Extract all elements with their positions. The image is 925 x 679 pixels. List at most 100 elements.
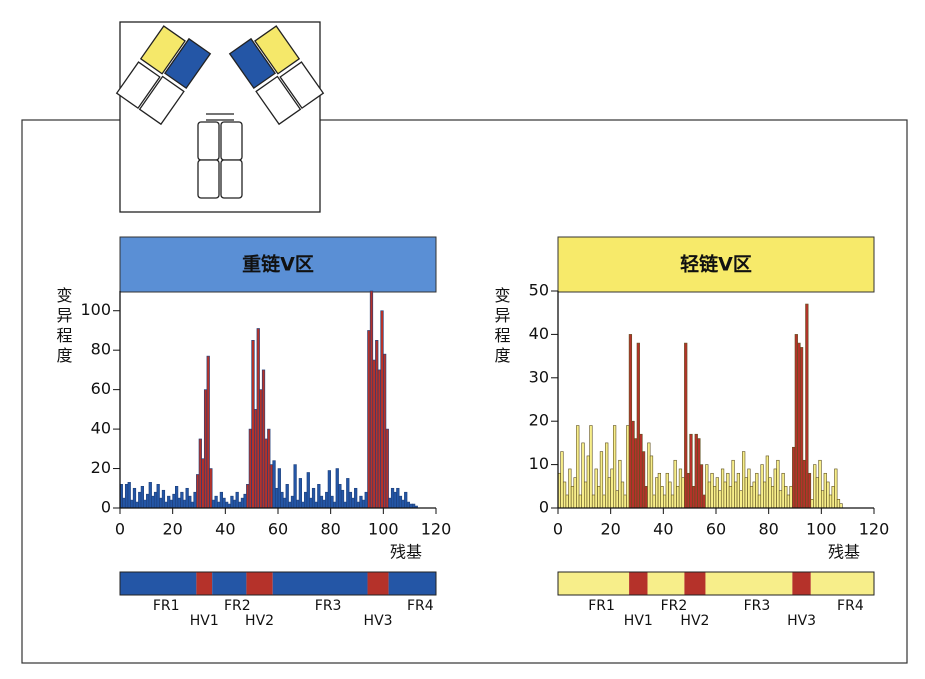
region-label: FR2 (661, 598, 688, 614)
bar (130, 499, 134, 509)
bar (678, 468, 683, 509)
antibody-diagram (115, 21, 325, 213)
x-tick-label: 120 (859, 520, 890, 539)
region-segment (792, 572, 811, 595)
bar (686, 472, 690, 509)
bar (151, 495, 155, 509)
bar (705, 464, 709, 509)
y-axis-title: 变异程度 (54, 287, 73, 367)
bar (731, 459, 735, 509)
bar (275, 487, 279, 509)
y-tick-label: 40 (529, 324, 549, 343)
bar (169, 499, 173, 509)
bar (325, 491, 329, 509)
region-segment (810, 572, 874, 595)
bar (230, 495, 234, 509)
bar (684, 342, 688, 509)
bar (209, 468, 213, 509)
bar (628, 334, 633, 509)
y-tick-label: 50 (529, 281, 549, 300)
bar (206, 355, 210, 509)
bar (578, 494, 582, 509)
region-label: HV3 (787, 613, 816, 629)
bar (256, 328, 260, 509)
bar (138, 491, 142, 509)
bar (691, 485, 696, 509)
bar (584, 481, 588, 509)
bar (309, 497, 313, 509)
bar (359, 495, 363, 509)
bar (203, 389, 208, 509)
bar (818, 459, 822, 509)
bar (591, 494, 596, 509)
region-label: FR1 (153, 598, 180, 614)
region-bar-outline (557, 571, 875, 596)
bar (668, 481, 672, 509)
bar (361, 499, 366, 509)
bar (240, 497, 245, 509)
region-segment (120, 572, 197, 595)
bar (311, 487, 316, 509)
panel-title: 重链V区 (242, 253, 314, 276)
bar (398, 495, 403, 509)
bar (188, 495, 192, 509)
region-segment (647, 572, 685, 595)
frame (21, 119, 908, 664)
x-tick-label: 80 (320, 520, 340, 539)
bar (225, 501, 229, 509)
bar (726, 472, 730, 509)
bar (406, 501, 410, 509)
y-tick-label: 0 (539, 498, 549, 517)
x-tick-label: 0 (553, 520, 563, 539)
bar (214, 495, 218, 509)
bar (570, 485, 575, 509)
bar (354, 487, 358, 509)
bar (673, 459, 677, 509)
bar (267, 428, 271, 509)
region-label: FR2 (224, 598, 251, 614)
bar (217, 501, 221, 509)
bar (776, 459, 780, 509)
bar (180, 491, 184, 509)
region-label: HV1 (624, 613, 653, 629)
bar (581, 442, 585, 509)
bar (175, 485, 179, 509)
bar (634, 438, 638, 509)
bar (190, 501, 195, 509)
x-axis-title: 残基 (390, 543, 422, 562)
region-label: FR4 (837, 598, 864, 614)
x-tick-label: 20 (600, 520, 620, 539)
region-label: HV3 (364, 613, 393, 629)
region-segment (705, 572, 793, 595)
region-segment (629, 572, 648, 595)
bar (768, 477, 772, 509)
y-tick-label: 40 (91, 419, 111, 438)
bar (699, 464, 704, 509)
bar (340, 489, 345, 509)
bar (124, 484, 129, 509)
bar (786, 494, 791, 509)
bar (641, 451, 646, 509)
bar (747, 468, 751, 509)
bar (810, 499, 814, 509)
bar (694, 433, 698, 509)
bar (356, 501, 360, 509)
region-label: FR3 (744, 598, 771, 614)
y-tick-label: 20 (529, 411, 549, 430)
bar (670, 494, 675, 509)
bar (383, 353, 387, 509)
bar (676, 485, 680, 509)
bar (763, 481, 767, 509)
bar (198, 438, 202, 509)
bar (652, 494, 656, 509)
bar (246, 484, 250, 509)
bar (343, 501, 347, 509)
bar (122, 497, 126, 509)
bar (235, 491, 239, 509)
bar (755, 472, 759, 509)
bar (385, 428, 389, 509)
region-segment (558, 572, 630, 595)
x-tick-label: 0 (115, 520, 125, 539)
bar (647, 442, 651, 509)
